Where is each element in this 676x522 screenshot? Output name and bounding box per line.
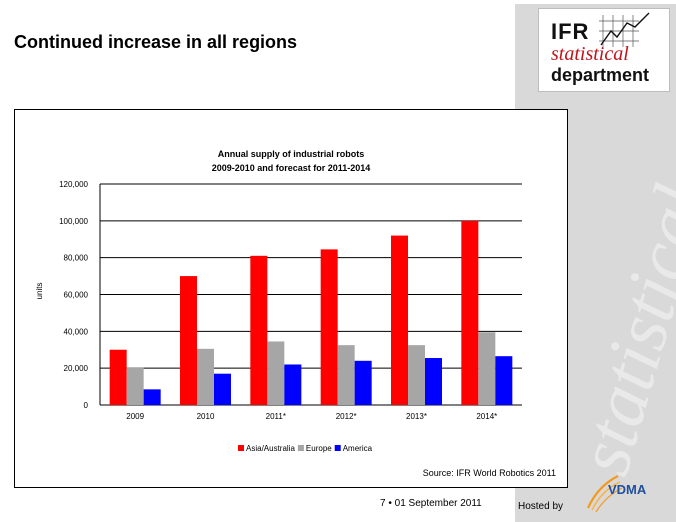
tick-layer: 0 20,000 40,000 60,000 80,000 100,000 120,000 2…	[59, 180, 497, 421]
bar-asia-australia-2009	[109, 349, 127, 405]
footer-page-info: 7 • 01 September 2011	[380, 498, 482, 509]
vdma-swoosh-icon	[586, 475, 623, 513]
x-tick-label: 2009	[126, 412, 144, 421]
logo-ifr-text: IFR	[551, 19, 590, 44]
bar-layer	[109, 220, 513, 405]
bar-america-2011	[284, 364, 302, 405]
vdma-logo: VDMA	[584, 468, 674, 514]
x-tick-label: 2011*	[266, 412, 286, 421]
x-tick-label: 2013*	[406, 412, 427, 421]
logo-department-text: department	[551, 65, 650, 85]
bar-america-2012	[354, 360, 372, 405]
grid-layer	[99, 183, 522, 406]
legend-swatch	[238, 445, 244, 451]
bar-america-2013	[425, 358, 442, 405]
legend-label: Asia/Australia	[246, 444, 295, 453]
presentation-date: 01 September 2011	[394, 498, 482, 509]
legend: Asia/Australia Europe America	[238, 444, 373, 453]
chart-source: Source: IFR World Robotics 2011	[423, 468, 556, 478]
ifr-logo: IFR statistical department	[538, 8, 670, 92]
slide-title: Continued increase in all regions	[14, 32, 298, 52]
bar-europe-2010	[197, 348, 214, 405]
bar-europe-2014	[478, 332, 496, 405]
y-tick-label: 100,000	[59, 217, 88, 226]
bar-asia-australia-2011	[250, 255, 268, 405]
bar-asia-australia-2014	[461, 220, 479, 405]
bar-europe-2013	[408, 345, 425, 405]
y-tick-label: 60,000	[64, 291, 89, 300]
x-tick-label: 2010	[197, 412, 215, 421]
bar-chart: Annual supply of industrial robots 2009-…	[35, 149, 556, 478]
legend-label: Europe	[306, 444, 332, 453]
bar-europe-2012	[337, 345, 355, 405]
chart-grid-icon	[599, 12, 650, 47]
y-tick-label: 120,000	[59, 180, 88, 189]
x-tick-label: 2012*	[336, 412, 357, 421]
y-tick-label: 0	[84, 401, 89, 410]
chart-title: Annual supply of industrial robots	[218, 149, 365, 159]
chart-subtitle: 2009-2010 and forecast for 2011-2014	[212, 163, 371, 173]
legend-label: America	[343, 444, 373, 453]
bar-asia-australia-2010	[180, 276, 197, 405]
bar-asia-australia-2013	[391, 235, 408, 405]
y-tick-label: 80,000	[64, 254, 89, 263]
bar-america-2010	[214, 373, 231, 405]
bar-america-2009	[143, 389, 161, 405]
bar-europe-2011	[267, 341, 285, 405]
page-number: 7	[380, 498, 386, 509]
vdma-text: VDMA	[608, 482, 647, 497]
hosted-by-label: Hosted by	[518, 501, 564, 512]
bar-asia-australia-2012	[320, 249, 338, 405]
y-tick-label: 40,000	[64, 327, 89, 336]
bar-europe-2009	[126, 367, 144, 405]
logo-statistical-text: statistical	[551, 43, 629, 65]
legend-swatch	[334, 445, 341, 451]
y-axis-label: units	[35, 283, 44, 300]
footer-separator: •	[388, 498, 392, 509]
y-tick-label: 20,000	[64, 364, 89, 373]
x-tick-label: 2014*	[476, 412, 497, 421]
legend-swatch	[297, 445, 304, 451]
bar-america-2014	[495, 356, 513, 405]
chart-frame: Annual supply of industrial robots 2009-…	[14, 109, 568, 488]
